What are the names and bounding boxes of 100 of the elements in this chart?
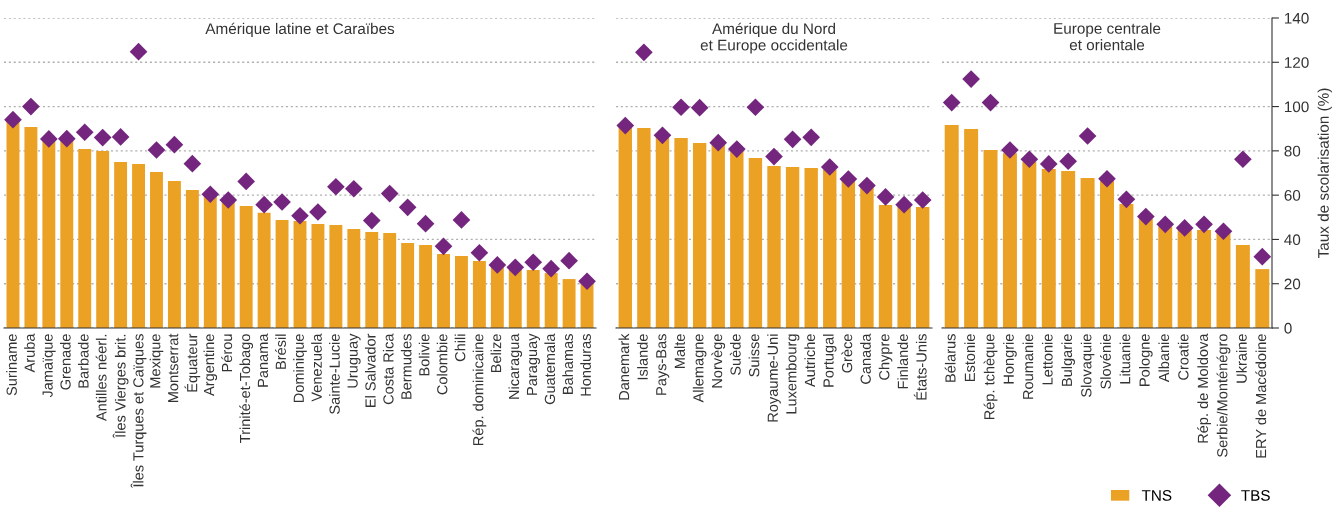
bar: [114, 161, 128, 328]
x-tick-label: Malte: [674, 334, 685, 369]
bar: [1197, 229, 1212, 328]
bar: [96, 151, 110, 328]
bar: [472, 260, 486, 328]
point: [542, 259, 560, 278]
x-tick-label: Lettonie: [1041, 334, 1053, 385]
x-tick-label: Serbie/Monténégro: [1216, 334, 1231, 457]
x-tick-label: Royaume-Uni: [767, 334, 781, 422]
bar: [150, 172, 163, 328]
x-tick-label: Slovaquie: [1080, 334, 1095, 397]
point: [129, 42, 148, 61]
point: [57, 129, 76, 148]
point: [165, 135, 184, 154]
bar: [674, 138, 688, 328]
point: [746, 98, 765, 117]
x-tick-label: Costa Rica: [382, 333, 394, 405]
bar: [347, 229, 361, 328]
bar: [1235, 244, 1250, 328]
bar: [562, 279, 576, 328]
x-tick-label: Panama: [257, 333, 269, 387]
x-tick-label: Honduras: [580, 334, 591, 396]
x-tick-label: Guatemala: [544, 333, 556, 405]
bar: [983, 149, 998, 328]
point: [876, 188, 895, 206]
x-tick-label: Bélarus: [944, 334, 956, 382]
x-tick-label: Mexique: [149, 334, 164, 388]
point: [344, 179, 363, 198]
bar: [878, 205, 893, 328]
bar: [419, 244, 433, 328]
chart-title: Amérique latine et Caraïbes: [205, 22, 395, 38]
point: [416, 214, 435, 233]
bar: [508, 268, 522, 328]
point: [488, 256, 507, 274]
bar: [1041, 169, 1056, 328]
point: [709, 133, 728, 152]
x-tick-label: Hongrie: [1003, 334, 1017, 384]
bar: [785, 167, 800, 328]
x-tick-label: Danemark: [618, 333, 630, 400]
bar: [748, 157, 763, 328]
point: [727, 140, 746, 158]
point: [962, 70, 980, 88]
point: [839, 170, 858, 188]
x-tick-label: Rép. de Moldova: [1197, 333, 1211, 443]
x-tick-label: Pays-Bas: [656, 334, 670, 395]
point: [653, 126, 672, 145]
point: [434, 237, 453, 256]
point: [1214, 222, 1233, 241]
bar: [804, 167, 818, 328]
point: [470, 243, 489, 262]
bar: [311, 223, 325, 328]
point: [147, 141, 166, 159]
point: [560, 251, 578, 270]
y-tick-label: 80: [1284, 145, 1301, 157]
x-tick-label: Bermudes: [400, 334, 412, 399]
point: [578, 272, 596, 291]
y-axis-title: Taux de scolarisation (%): [1317, 88, 1332, 258]
bar: [1080, 178, 1095, 328]
x-tick-label: Pérou: [221, 334, 233, 372]
point: [219, 191, 238, 209]
x-tick-label: Équateur: [184, 333, 201, 392]
x-tick-label: Portugal: [822, 334, 837, 387]
bar: [1216, 232, 1231, 328]
y-tick-label: 20: [1284, 278, 1301, 290]
bar: [916, 207, 930, 328]
bar: [1177, 229, 1192, 328]
bar: [730, 149, 744, 328]
point: [1098, 169, 1116, 188]
bar: [132, 163, 145, 328]
bar: [618, 126, 632, 328]
x-tick-label: Nicaragua: [508, 333, 523, 399]
bar: [437, 254, 450, 328]
x-tick-label: Antilles néerl.: [95, 334, 107, 422]
point: [765, 147, 783, 166]
x-tick-label: Luxembourg: [785, 334, 800, 414]
x-tick-label: Îles Vierges brit.: [112, 334, 129, 439]
bar: [185, 190, 199, 328]
bar: [841, 180, 856, 328]
bar: [655, 136, 670, 328]
x-tick-label: Albanie: [1158, 334, 1170, 383]
point: [1039, 155, 1058, 173]
bar: [1138, 218, 1153, 328]
point: [616, 116, 635, 135]
point: [291, 206, 309, 225]
bar: [637, 128, 651, 328]
point: [913, 191, 932, 209]
point: [309, 203, 327, 221]
bar: [767, 165, 781, 328]
y-tick-label: 60: [1284, 190, 1301, 201]
point: [183, 154, 202, 173]
bar: [257, 212, 271, 328]
bar: [42, 139, 56, 328]
bar: [544, 273, 558, 328]
point: [895, 195, 913, 214]
point: [942, 93, 961, 112]
legend-label: TBS: [1241, 490, 1270, 501]
point: [380, 184, 399, 203]
x-tick-label: Canada: [860, 333, 871, 384]
x-tick-label: Jamaïque: [42, 334, 56, 398]
bar: [1022, 161, 1037, 328]
